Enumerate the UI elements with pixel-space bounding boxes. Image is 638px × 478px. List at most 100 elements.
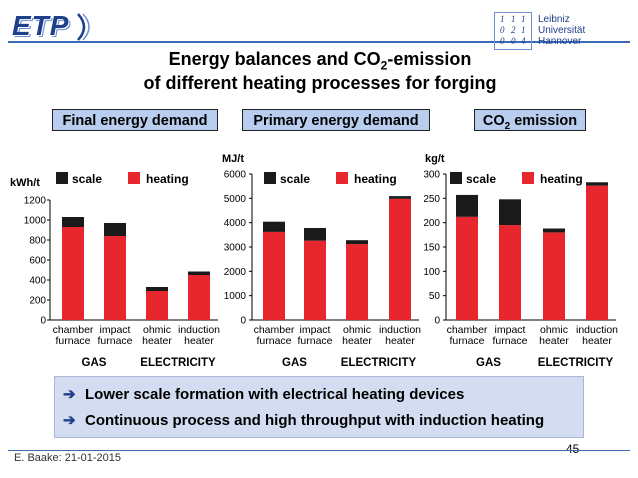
y-tick-label: 5000 [224, 194, 247, 205]
y-tick-label: 50 [429, 291, 441, 302]
legend-label-scale: scale [280, 172, 310, 186]
x-category-label: chamber [53, 324, 94, 336]
y-tick-label: 150 [423, 243, 440, 254]
bar-scale [62, 217, 84, 227]
y-tick-label: 1000 [24, 216, 47, 227]
bar-heating [586, 185, 608, 320]
bar-scale [543, 228, 565, 233]
legend-swatch-scale [450, 172, 462, 184]
x-category-label: induction [379, 324, 421, 336]
y-tick-label: 4000 [224, 218, 247, 229]
page-title-line2: of different heating processes for forgi… [143, 73, 497, 93]
y-tick-label: 1000 [224, 291, 247, 302]
x-category-label: induction [576, 324, 618, 336]
legend-swatch-heating [128, 172, 140, 184]
bar-heating [456, 216, 478, 320]
bar-scale [104, 223, 126, 236]
x-category-label: furnace [97, 335, 132, 347]
group-label-electricity: ELECTRICITY [341, 357, 417, 369]
x-category-label: chamber [254, 324, 295, 336]
bar-heating [263, 231, 285, 320]
conclusions-box: ➔ Lower scale formation with electrical h… [54, 376, 584, 438]
bar-scale [586, 182, 608, 186]
x-category-label: furnace [55, 335, 90, 347]
legend-label-heating: heating [354, 172, 397, 186]
x-category-label: furnace [449, 335, 484, 347]
y-tick-label: 400 [29, 276, 46, 287]
y-tick-label: 6000 [224, 170, 247, 181]
y-tick-label: 200 [423, 218, 440, 229]
x-category-label: ohmic [343, 324, 371, 336]
bar-scale [263, 221, 285, 232]
university-name: Leibniz Universität Hannover [538, 14, 586, 47]
bar-scale [304, 228, 326, 241]
bullet-1: ➔ Lower scale formation with electrical h… [63, 386, 465, 403]
y-tick-label: 200 [29, 296, 46, 307]
group-label-electricity: ELECTRICITY [140, 357, 216, 369]
group-label-electricity: ELECTRICITY [538, 357, 614, 369]
bar-scale [456, 194, 478, 217]
x-category-label: heater [342, 335, 372, 347]
section-primary-energy: Primary energy demand [242, 109, 430, 131]
bar-heating [188, 275, 210, 320]
x-category-label: heater [142, 335, 172, 347]
x-category-label: heater [385, 335, 415, 347]
bar-heating [304, 240, 326, 320]
x-category-label: furnace [492, 335, 527, 347]
bar-scale [499, 199, 521, 226]
group-label-gas: GAS [82, 357, 107, 369]
legend-swatch-heating [522, 172, 534, 184]
y-axis-label: kWh/t [10, 177, 40, 189]
legend-swatch-heating [336, 172, 348, 184]
arrow-right-icon: ➔ [63, 386, 76, 403]
university-logo: 1 1 1 0 2 1 0 0 4 Leibniz Universität Ha… [494, 12, 634, 52]
legend-label-heating: heating [540, 172, 583, 186]
x-category-label: impact [300, 324, 331, 336]
university-seal: 1 1 1 0 2 1 0 0 4 [494, 12, 532, 50]
y-tick-label: 300 [423, 170, 440, 181]
bullet-2: ➔ Continuous process and high throughput … [63, 412, 545, 429]
etp-logo: ETP [10, 10, 94, 44]
bar-heating [389, 198, 411, 320]
y-tick-label: 1200 [24, 196, 47, 207]
group-label-gas: GAS [476, 357, 501, 369]
y-tick-label: 0 [240, 316, 246, 327]
y-tick-label: 0 [434, 316, 440, 327]
legend-label-scale: scale [466, 172, 496, 186]
bar-heating [543, 232, 565, 320]
x-category-label: chamber [447, 324, 488, 336]
x-category-label: heater [582, 335, 612, 347]
x-category-label: impact [495, 324, 526, 336]
y-tick-label: 0 [40, 316, 46, 327]
y-tick-label: 800 [29, 236, 46, 247]
section-final-energy: Final energy demand [52, 109, 218, 131]
y-tick-label: 3000 [224, 243, 247, 254]
bar-heating [104, 236, 126, 320]
x-category-label: furnace [297, 335, 332, 347]
footer-author-date: E. Baake: 21-01-2015 [14, 452, 122, 464]
bar-heating [499, 225, 521, 320]
y-axis-label: MJ/t [222, 153, 244, 165]
bar-scale [346, 240, 368, 245]
etp-logo-arc-icon [77, 13, 90, 41]
x-category-label: heater [539, 335, 569, 347]
x-category-label: heater [184, 335, 214, 347]
group-label-gas: GAS [282, 357, 307, 369]
page-title-line1: Energy balances and CO2-emission [168, 49, 472, 73]
x-category-label: furnace [256, 335, 291, 347]
header-rule [8, 41, 630, 43]
legend-label-heating: heating [146, 172, 189, 186]
bar-scale [188, 271, 210, 275]
legend-swatch-scale [56, 172, 68, 184]
bar-heating [62, 227, 84, 320]
y-tick-label: 250 [423, 194, 440, 205]
bar-heating [346, 244, 368, 320]
legend-swatch-scale [264, 172, 276, 184]
bar-scale [389, 196, 411, 199]
x-category-label: ohmic [143, 324, 171, 336]
x-category-label: ohmic [540, 324, 568, 336]
y-tick-label: 2000 [224, 267, 247, 278]
x-category-label: impact [100, 324, 131, 336]
bar-scale [146, 287, 168, 291]
